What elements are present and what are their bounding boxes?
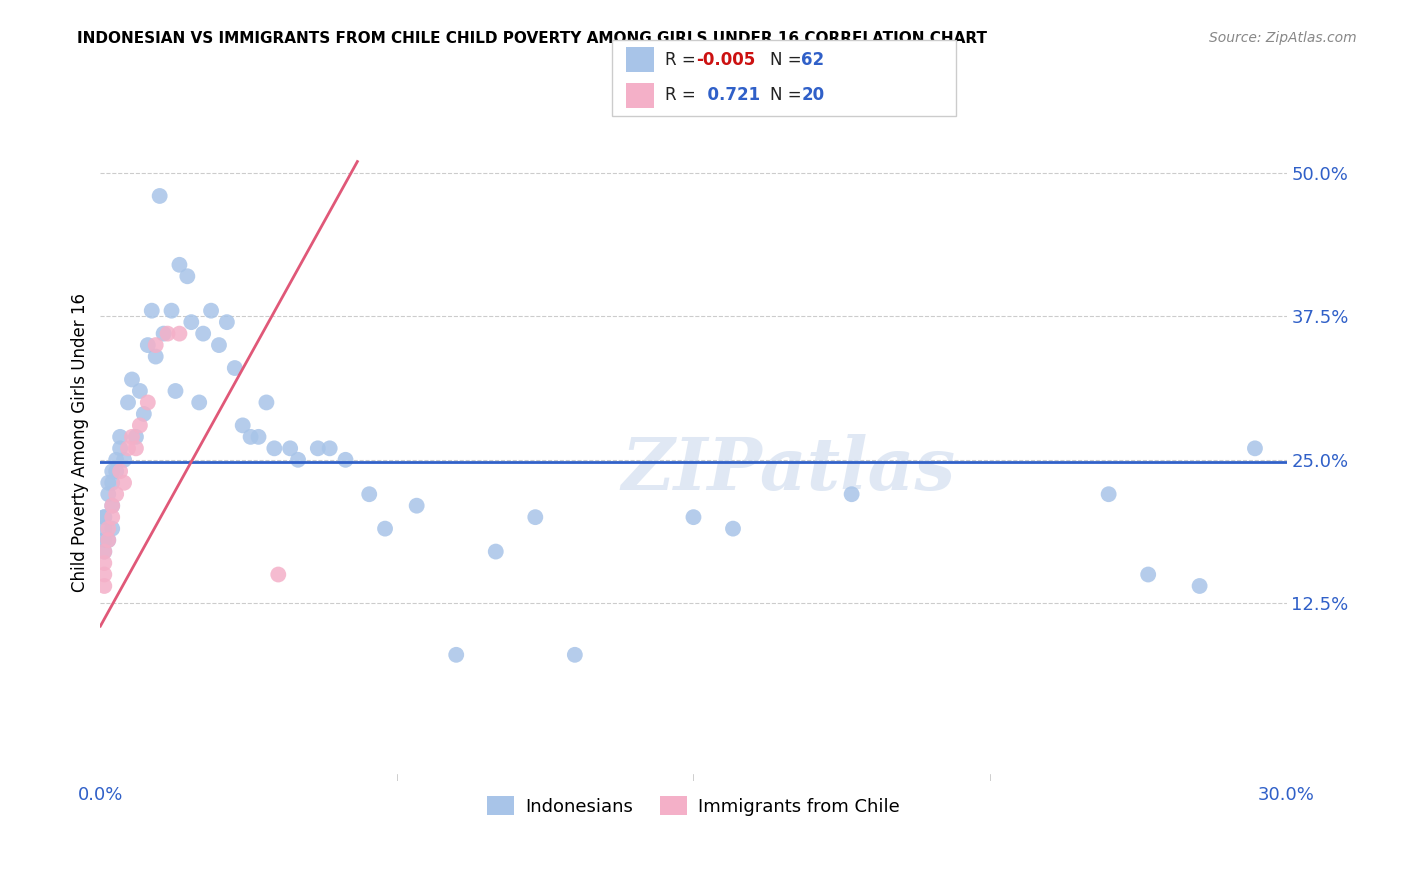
Point <box>97 533 120 547</box>
Point <box>97 522 120 536</box>
Point <box>176 269 198 284</box>
Point <box>136 395 159 409</box>
Text: INDONESIAN VS IMMIGRANTS FROM CHILE CHILD POVERTY AMONG GIRLS UNDER 16 CORRELATI: INDONESIAN VS IMMIGRANTS FROM CHILE CHIL… <box>77 31 987 46</box>
Point <box>93 522 115 536</box>
Point <box>117 395 139 409</box>
Point <box>307 442 329 456</box>
Point <box>149 189 172 203</box>
Point <box>132 407 155 421</box>
Point <box>128 418 150 433</box>
Text: -0.005: -0.005 <box>696 51 755 69</box>
Y-axis label: Child Poverty Among Girls Under 16: Child Poverty Among Girls Under 16 <box>72 293 89 592</box>
Text: 0.721: 0.721 <box>696 87 761 104</box>
Point <box>335 452 357 467</box>
Point <box>287 452 309 467</box>
Point <box>152 326 174 341</box>
Point <box>191 326 214 341</box>
Point <box>564 648 586 662</box>
Point <box>93 544 115 558</box>
Point <box>374 522 396 536</box>
Point <box>682 510 704 524</box>
Point <box>136 338 159 352</box>
Point <box>112 452 135 467</box>
Point <box>200 303 222 318</box>
Text: 20: 20 <box>801 87 824 104</box>
Point <box>117 442 139 456</box>
Point <box>208 338 231 352</box>
Text: N =: N = <box>770 51 807 69</box>
Point <box>141 303 163 318</box>
Point <box>1137 567 1160 582</box>
Point <box>180 315 202 329</box>
Point <box>93 567 115 582</box>
Point <box>239 430 262 444</box>
Point <box>101 464 124 478</box>
Point <box>359 487 381 501</box>
Text: R =: R = <box>665 87 702 104</box>
Point <box>101 475 124 490</box>
Point <box>93 556 115 570</box>
Point <box>1188 579 1211 593</box>
Point <box>101 522 124 536</box>
Point <box>160 303 183 318</box>
Point <box>128 384 150 398</box>
Point <box>97 475 120 490</box>
Point <box>105 464 128 478</box>
Point <box>121 372 143 386</box>
Point <box>169 326 191 341</box>
Point <box>93 510 115 524</box>
Point <box>108 442 131 456</box>
Point <box>145 350 167 364</box>
Point <box>93 510 115 524</box>
Text: Source: ZipAtlas.com: Source: ZipAtlas.com <box>1209 31 1357 45</box>
Point <box>1244 442 1267 456</box>
Point <box>105 452 128 467</box>
Point <box>232 418 254 433</box>
Point <box>93 533 115 547</box>
Point <box>405 499 427 513</box>
Point <box>318 442 340 456</box>
Point <box>278 442 301 456</box>
Point <box>254 395 277 409</box>
Point <box>215 315 238 329</box>
Text: R =: R = <box>665 51 702 69</box>
Point <box>112 475 135 490</box>
Point <box>93 544 115 558</box>
Point <box>841 487 863 501</box>
Point <box>101 510 124 524</box>
Text: ZIPatlas: ZIPatlas <box>621 434 956 505</box>
Point <box>444 648 467 662</box>
Point <box>93 579 115 593</box>
Point <box>125 442 148 456</box>
Point <box>156 326 179 341</box>
Point <box>721 522 744 536</box>
Point <box>105 487 128 501</box>
Point <box>97 487 120 501</box>
Point <box>247 430 270 444</box>
Point <box>169 258 191 272</box>
Point <box>121 430 143 444</box>
Point <box>165 384 187 398</box>
Point <box>524 510 547 524</box>
Point <box>108 430 131 444</box>
Text: 62: 62 <box>801 51 824 69</box>
Point <box>267 567 290 582</box>
Point <box>1098 487 1121 501</box>
Point <box>145 338 167 352</box>
Point <box>101 499 124 513</box>
Point <box>263 442 285 456</box>
Text: N =: N = <box>770 87 807 104</box>
Point <box>188 395 211 409</box>
Point <box>101 499 124 513</box>
Point <box>224 361 246 376</box>
Point <box>108 464 131 478</box>
Point <box>485 544 508 558</box>
Legend: Indonesians, Immigrants from Chile: Indonesians, Immigrants from Chile <box>479 789 907 822</box>
Point <box>97 533 120 547</box>
Point <box>125 430 148 444</box>
